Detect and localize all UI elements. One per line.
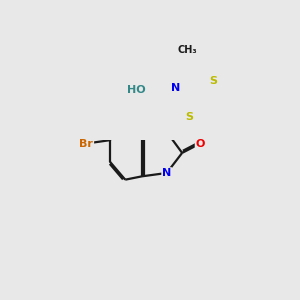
Text: Br: Br (80, 139, 93, 148)
Text: CH₃: CH₃ (177, 45, 197, 55)
Text: N: N (171, 83, 180, 93)
Text: S: S (185, 112, 193, 122)
Text: S: S (210, 76, 218, 86)
Text: N: N (162, 168, 171, 178)
Text: O: O (196, 139, 205, 148)
Text: HO: HO (127, 85, 146, 95)
